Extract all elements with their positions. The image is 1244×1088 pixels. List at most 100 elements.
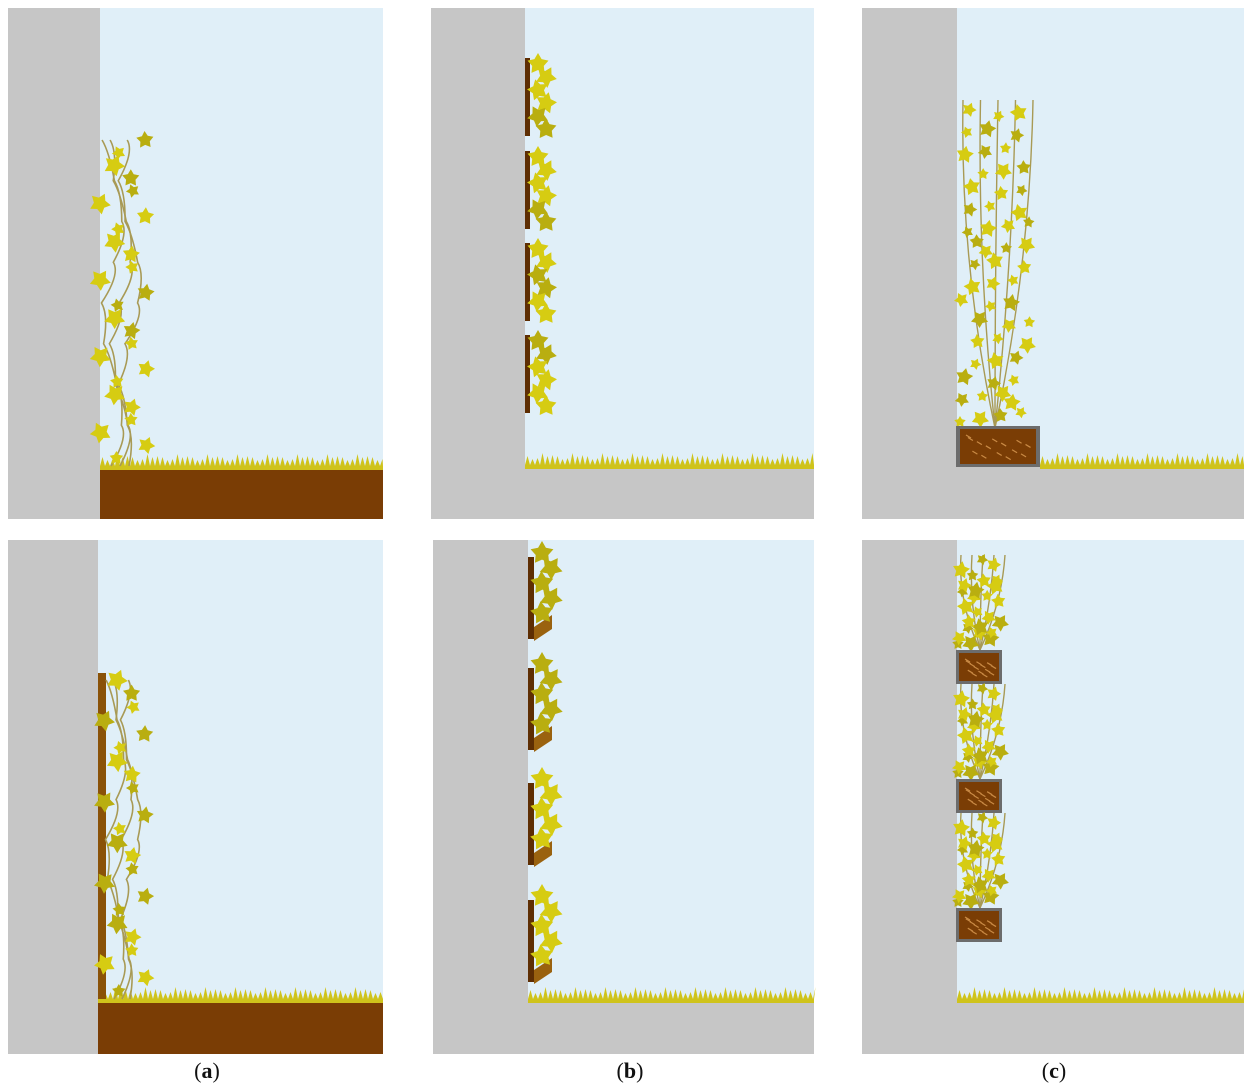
ivy-leaf [1023,216,1035,228]
ivy-leaf [122,169,140,186]
ivy-leaf [981,847,993,859]
ground-soil [98,999,383,1054]
ivy-leaf [994,385,1012,402]
ivy-leaf [971,618,989,636]
ivy-leaf [94,873,115,894]
ivy-leaf [530,712,553,735]
module-backing-board [525,243,530,321]
ground-pavement [528,999,814,1054]
climbing-vine [94,669,155,1000]
soil-fiber [967,927,974,932]
ivy-leaf [952,760,967,775]
soil-fiber [967,437,974,442]
ivy-leaf [1003,393,1021,411]
ivy-leaf [1007,374,1019,386]
soil-fiber [986,662,993,667]
ivy-leaf [991,574,1003,586]
ivy-leaf [90,193,111,215]
plant-stem [979,683,984,780]
module-backing-board [525,151,530,229]
soil-fiber [964,658,971,663]
ivy-leaf [539,813,563,836]
ivy-leaf [978,245,993,259]
ivy-leaf [966,569,979,581]
stacked-planter-box [956,650,1002,684]
ivy-leaf [104,155,126,177]
soil-fiber [964,916,971,921]
ivy-leaf [536,185,557,207]
angled-wall-module [528,652,563,752]
ivy-leaf [963,278,981,296]
caption-b: (b) [616,1058,644,1083]
ivy-leaf [962,893,980,911]
ivy-leaf [539,587,563,610]
ivy-leaf [956,726,974,744]
ivy-leaf [993,408,1008,422]
wall-module [525,330,557,415]
ivy-leaf [109,451,124,464]
soil-fiber [984,668,991,673]
ivy-leaf [1009,104,1027,122]
ivy-leaf [961,126,972,138]
ivy-leaf [979,120,997,138]
soil-fiber [984,926,991,931]
ivy-leaf [982,758,1000,776]
soil-fiber [981,454,987,459]
ivy-leaf [976,831,991,846]
ivy-leaf [971,411,989,428]
ivy-leaf [976,812,989,824]
plant-cluster [952,554,1009,653]
ivy-leaf [981,739,996,754]
ivy-leaf [976,683,989,695]
ivy-leaf [536,92,557,114]
ivy-leaf [527,238,549,258]
wall-module [525,238,557,323]
ivy-leaf [137,887,155,905]
ivy-leaf [991,593,1006,608]
ivy-leaf [976,702,991,717]
wall-module [525,53,557,138]
ivy-leaf [535,395,557,415]
ivy-leaf [961,743,976,758]
building-wall [431,8,525,519]
soil-fiber [964,787,971,792]
ivy-leaf [956,145,974,163]
ivy-leaf [536,369,557,391]
plant-stem [979,812,984,909]
soil-fiber [991,438,998,443]
ivy-leaf [111,222,124,236]
ivy-leaf [535,118,557,138]
soil-fiber [976,790,982,795]
ivy-leaf [104,309,126,330]
soil-fiber [978,799,984,804]
ivy-leaf [991,851,1006,866]
plant-stem [962,99,996,429]
ivy-leaf [530,884,554,906]
plant-stem [979,554,984,651]
panel-a-top-direct-climbing [8,8,383,519]
ivy-leaf [124,412,138,426]
trellis-support [98,673,106,999]
ivy-leaf [971,747,989,765]
soil-fiber [976,441,983,446]
soil-fiber [984,797,991,802]
ivy-leaf [94,710,115,732]
ivy-leaf [987,815,1002,830]
ivy-leaf [136,131,154,148]
grass-strip [1040,453,1244,469]
ivy-leaf [991,744,1009,761]
module-tray [534,958,552,984]
ivy-leaf [530,914,554,937]
ivy-leaf [966,698,979,710]
ivy-leaf [123,322,141,340]
soil-fiber [986,791,993,796]
soil-fiber [986,920,993,925]
grass-strip [957,987,1244,1003]
plant-cluster [952,683,1009,782]
ivy-leaf [536,277,557,299]
ivy-leaf [111,146,125,160]
ivy-leaf [970,334,985,348]
ivy-leaf [539,930,563,953]
ground-soil [100,466,383,519]
ivy-leaf [976,554,989,566]
